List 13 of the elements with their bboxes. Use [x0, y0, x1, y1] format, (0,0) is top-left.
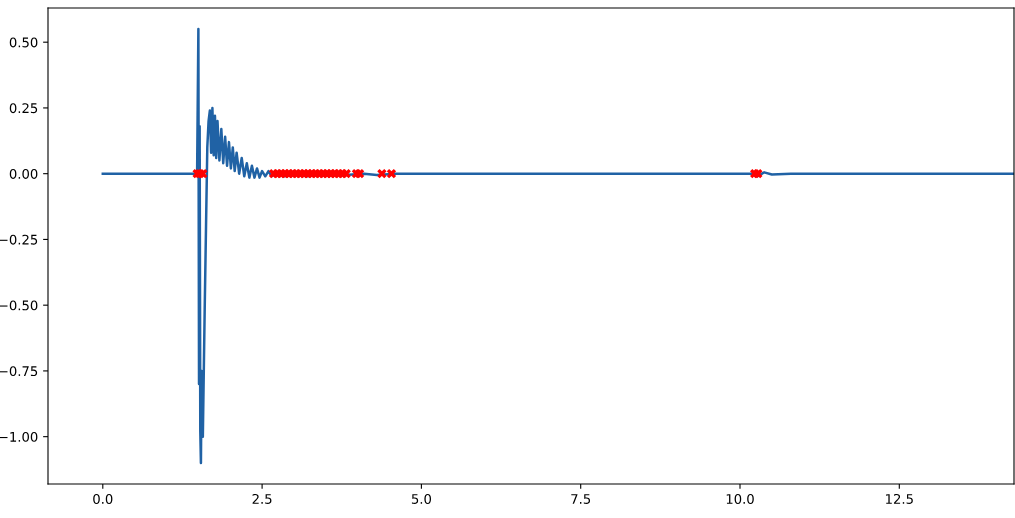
y-tick-label: −0.25	[0, 234, 38, 245]
x-tick-label: 7.5	[571, 494, 591, 504]
y-tick-label: 0.25	[9, 103, 38, 114]
x-tick-label: 2.5	[252, 493, 272, 504]
x-tick-label: 12.5	[886, 493, 913, 504]
y-tick-label: 0.00	[9, 168, 38, 179]
y-tick-label: −0.75	[0, 366, 38, 377]
x-tick-label: 10.0	[726, 493, 754, 504]
x-tick-label: 0.0	[93, 493, 113, 504]
y-tick-label: −0.50	[0, 300, 38, 311]
y-tick-label: 0.50	[9, 37, 38, 48]
y-tick-label: −1.00	[0, 431, 38, 442]
x-tick-label: 5.0	[411, 493, 432, 504]
